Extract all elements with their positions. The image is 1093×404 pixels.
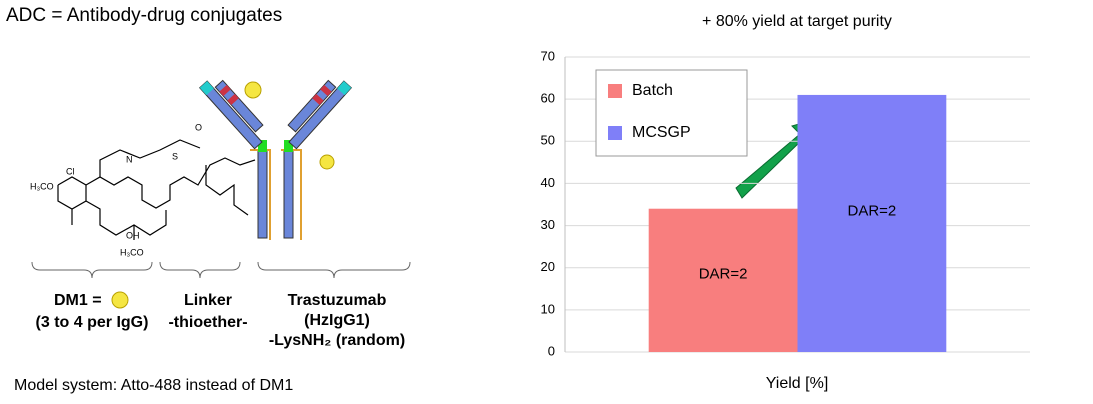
y-tick-label: 60: [541, 91, 555, 106]
molecule: [57, 139, 256, 240]
brace: [31, 261, 153, 279]
y-tick-label: 20: [541, 259, 555, 274]
antibody: [198, 79, 353, 240]
bar-annotation: DAR=2: [699, 265, 748, 282]
brace: [257, 261, 411, 279]
y-tick-label: 70: [541, 48, 555, 63]
atom-label: S: [172, 151, 178, 161]
label: Trastuzumab: [288, 292, 387, 309]
label: -thioether-: [168, 314, 247, 331]
legend-label: MCSGP: [632, 124, 691, 141]
label: Linker: [184, 292, 232, 309]
label: (HzIgG1): [304, 312, 370, 329]
label: -LysNH₂ (random): [269, 332, 405, 349]
y-tick-label: 50: [541, 133, 555, 148]
legend-swatch: [608, 126, 622, 140]
y-tick-label: 0: [548, 343, 555, 358]
bar: [797, 94, 947, 352]
footnote: Model system: Atto-488 instead of DM1: [14, 377, 293, 394]
x-axis-label: Yield [%]: [766, 375, 829, 392]
label: (3 to 4 per IgG): [36, 314, 149, 331]
brace: [159, 261, 241, 279]
atom-label: Cl: [66, 166, 75, 176]
y-tick-label: 40: [541, 175, 555, 190]
atom-label: O: [195, 122, 202, 132]
atom-label: OH: [126, 230, 140, 240]
legend-label: Batch: [632, 82, 673, 99]
dm1-icon: [111, 291, 129, 309]
bar: [648, 208, 798, 352]
y-tick-label: 30: [541, 217, 555, 232]
y-tick-label: 10: [541, 301, 555, 316]
atom-label: N: [126, 154, 133, 164]
bar-annotation: DAR=2: [848, 202, 897, 219]
slide-title: ADC = Antibody-drug conjugates: [6, 5, 282, 26]
atom-label: H₃CO: [120, 247, 144, 257]
chart-title: + 80% yield at target purity: [702, 13, 892, 30]
atom-label: H₃CO: [30, 181, 54, 191]
label: DM1 =: [54, 292, 102, 309]
legend-swatch: [608, 84, 622, 98]
